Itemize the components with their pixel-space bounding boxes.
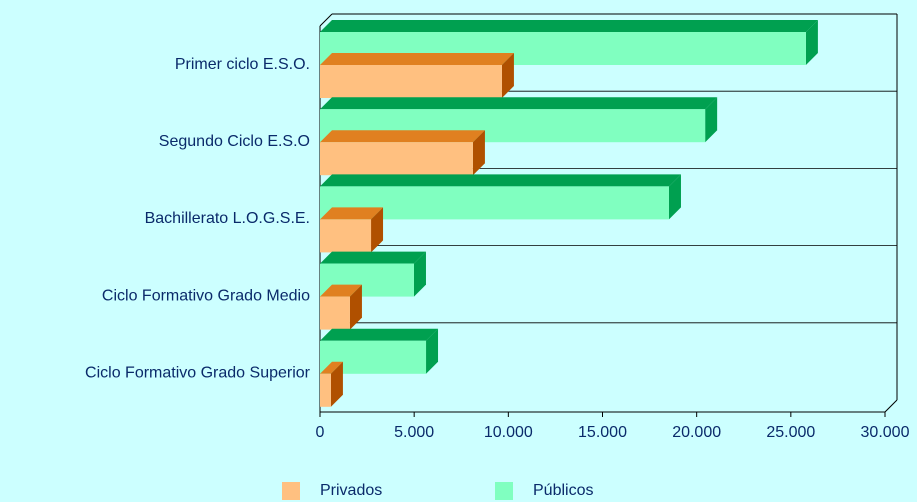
bar xyxy=(320,174,681,220)
bar xyxy=(320,130,485,176)
bar-face xyxy=(320,130,485,143)
x-tick-label: 10.000 xyxy=(484,424,533,441)
legend-label: Privados xyxy=(320,482,382,499)
bar-face xyxy=(349,284,362,330)
bar-face xyxy=(320,207,384,220)
bar-face xyxy=(320,65,502,98)
bar-face xyxy=(320,251,426,264)
y-tick-label: Primer ciclo E.S.O. xyxy=(175,56,310,73)
bar-face xyxy=(320,219,372,253)
x-tick-label: 30.000 xyxy=(861,424,910,441)
bar-face xyxy=(320,284,362,297)
bar-face xyxy=(413,251,426,297)
x-tick-label: 0 xyxy=(316,424,325,441)
x-tick-label: 25.000 xyxy=(766,424,815,441)
bar xyxy=(320,361,343,407)
bar-face xyxy=(472,130,485,176)
y-tick-label: Ciclo Formativo Grado Medio xyxy=(102,287,310,304)
frame xyxy=(884,399,898,413)
bar-face xyxy=(320,373,331,407)
y-tick-label: Bachillerato L.O.G.S.E. xyxy=(145,210,310,227)
bar-face xyxy=(330,361,343,407)
bar-face xyxy=(320,361,343,374)
y-tick-label: Ciclo Formativo Grado Superior xyxy=(85,365,311,382)
bar-face xyxy=(371,207,384,253)
legend-swatch xyxy=(282,482,300,500)
bar-face xyxy=(320,174,681,187)
x-tick-label: 15.000 xyxy=(578,424,627,441)
bar-face xyxy=(501,53,514,98)
bar-face xyxy=(320,328,439,341)
bar xyxy=(320,284,362,330)
bar xyxy=(320,53,514,98)
legend-swatch xyxy=(495,482,513,500)
bar-face xyxy=(320,20,818,32)
bar xyxy=(320,207,384,253)
bar-face xyxy=(668,174,681,220)
x-tick-label: 20.000 xyxy=(672,424,721,441)
bar-face xyxy=(805,20,818,65)
bar-face xyxy=(320,142,473,176)
bar-face xyxy=(320,97,718,110)
frame xyxy=(319,13,333,27)
bar-face xyxy=(320,296,350,330)
legend-label: Públicos xyxy=(533,482,593,499)
bar-face xyxy=(705,97,718,143)
bar-face xyxy=(426,328,439,374)
x-tick-label: 5.000 xyxy=(394,424,434,441)
y-tick-label: Segundo Ciclo E.S.O xyxy=(159,133,310,150)
bar-face xyxy=(320,53,514,65)
